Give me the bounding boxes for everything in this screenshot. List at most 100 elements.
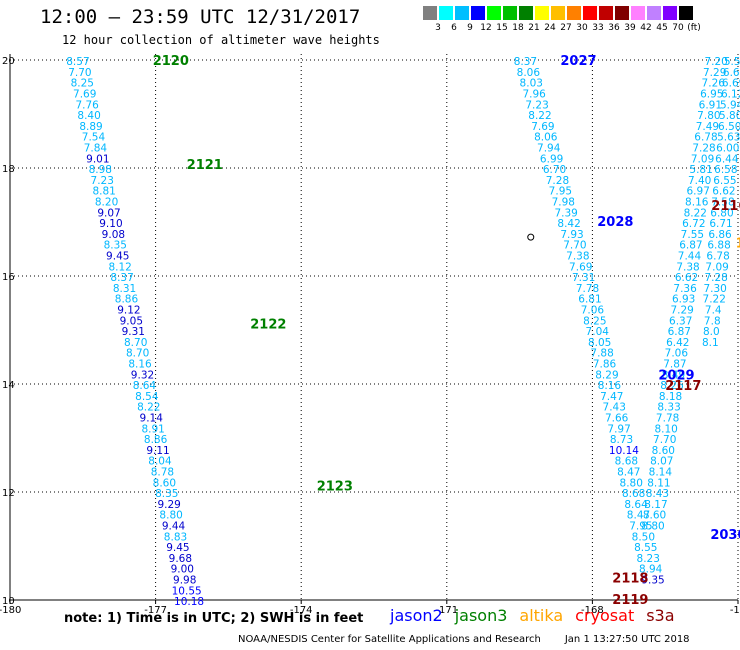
data-point-label: 9.29 [157, 499, 180, 511]
x-tick-label: -174 [290, 605, 313, 616]
timestamp: Jan 1 13:27:50 UTC 2018 [564, 634, 690, 645]
data-point-label: 8.22 [137, 402, 160, 414]
data-point-label: 7.69 [531, 121, 554, 133]
data-point-label: 8.16 [598, 380, 622, 392]
data-point-label: 8.07 [650, 456, 673, 468]
satellite-legend: jason2 jason3 altika cryosat s3a [390, 606, 687, 625]
legend-label: 9 [467, 23, 473, 33]
data-point-label: 7.38 [566, 250, 589, 262]
data-point-label: 8.31 [113, 283, 136, 295]
data-point-label: 7.30 [703, 283, 726, 295]
data-point-label: 8.37 [514, 56, 537, 68]
data-point-label: 7.43 [603, 402, 626, 414]
data-point-label: 7.93 [560, 229, 583, 241]
legend-swatch [614, 5, 630, 21]
data-point-label: 8.42 [557, 218, 580, 230]
track-label: 2122 [250, 318, 286, 333]
data-point-label: 9.08 [102, 229, 125, 241]
footer-credit: NOAA/NESDIS Center for Satellite Applica… [238, 634, 690, 645]
data-point-label: 7.09 [705, 261, 728, 273]
data-point-label: 8.86 [115, 294, 139, 306]
data-point-label: 8.94 [639, 564, 663, 576]
legend-swatch [534, 5, 550, 21]
data-point-label: 5.53 [724, 56, 740, 68]
track-label: 2117 [665, 379, 701, 394]
data-point-label: 8.29 [595, 369, 618, 381]
data-point-label: 7.55 [681, 229, 704, 241]
legend-label: (ft) [687, 23, 701, 33]
data-point-label: 7.23 [91, 175, 114, 187]
data-point-label: 7.06 [665, 348, 689, 360]
data-point-label: 7.44 [678, 250, 702, 262]
data-point-label: 6.91 [699, 99, 722, 111]
data-point-label: 8.05 [588, 337, 611, 349]
data-point-label: 7.49 [696, 121, 719, 133]
data-point-label: 7.97 [607, 423, 630, 435]
data-point-label: 9.14 [140, 412, 164, 424]
legend-label: 36 [608, 23, 620, 33]
data-point-label: 6.72 [682, 218, 705, 230]
data-point-label: 7.28 [704, 272, 727, 284]
data-point-label: 8.23 [637, 553, 660, 565]
y-tick-label: 18 [2, 164, 15, 175]
x-tick-label: -180 [0, 605, 21, 616]
satellite-name: altika [519, 606, 564, 625]
legend-swatch [550, 5, 566, 21]
data-point-label: 8.60 [643, 510, 666, 522]
data-point-label: 7.70 [653, 434, 676, 446]
data-point-label: 10.55 [172, 585, 202, 597]
data-point-label: 8.35 [155, 488, 178, 500]
data-point-label: 8.35 [104, 240, 127, 252]
data-point-label: 8.43 [646, 488, 669, 500]
data-point-label: 7.47 [600, 391, 623, 403]
data-point-label: 7.80 [697, 110, 720, 122]
data-point-label: 8.20 [95, 196, 118, 208]
data-point-label: 6.62 [712, 186, 735, 198]
data-point-label: 6.88 [707, 240, 730, 252]
data-point-label: 7.09 [691, 153, 714, 165]
data-point-label: 8.73 [610, 434, 633, 446]
data-point-label: 8.22 [684, 207, 707, 219]
data-point-label: 8.60 [652, 445, 675, 457]
legend-label: 18 [512, 23, 524, 33]
data-point-label: 7.94 [537, 142, 561, 154]
data-point-label: 9.31 [122, 326, 145, 338]
track-label: 2120 [153, 54, 189, 69]
data-point-label: 8.25 [71, 78, 94, 90]
data-point-label: 6.78 [694, 132, 717, 144]
data-point-label: 7.58 [711, 196, 734, 208]
data-point-label: 7.84 [84, 142, 108, 154]
data-point-label: 8.68 [622, 488, 645, 500]
footer-note: note: 1) Time is in UTC; 2) SWH is in fe… [64, 611, 364, 626]
data-point-label: 6.69 [722, 78, 740, 90]
data-point-label: 8.81 [92, 186, 115, 198]
data-point-label: 8.64 [624, 499, 648, 511]
data-point-label: 6.58 [714, 164, 737, 176]
x-tick-label: -168 [581, 605, 604, 616]
data-point-label: 8.22 [528, 110, 551, 122]
track-label: 11 [736, 237, 740, 252]
data-point-label: 8.50 [632, 531, 655, 543]
data-point-label: 7.04 [586, 326, 610, 338]
data-point-label: 5.94 [720, 99, 740, 111]
island-marker [527, 233, 535, 241]
data-point-label: 8.16 [128, 358, 152, 370]
data-point-label: 7.28 [692, 142, 715, 154]
data-point-label: 9.11 [146, 445, 169, 457]
data-point-label: 8.64 [133, 380, 157, 392]
page-subtitle: 12 hour collection of altimeter wave hei… [62, 33, 380, 47]
x-tick-label: -16 [730, 605, 740, 616]
satellite-name: jason2 [390, 606, 443, 625]
legend-swatches [422, 5, 694, 21]
credit-text: NOAA/NESDIS Center for Satellite Applica… [238, 634, 541, 645]
track-label: 2030 [710, 528, 740, 543]
data-point-label: 8.12 [108, 261, 131, 273]
data-point-label: 7.87 [663, 358, 686, 370]
data-point-label: 5.81 [689, 164, 712, 176]
data-point-label: 8.37 [110, 272, 133, 284]
legend-label: 33 [592, 23, 604, 33]
legend-label: 3 [435, 23, 441, 33]
legend-label: 45 [656, 23, 668, 33]
track-label: 2118 [612, 571, 648, 586]
track-label: 2123 [317, 480, 353, 495]
